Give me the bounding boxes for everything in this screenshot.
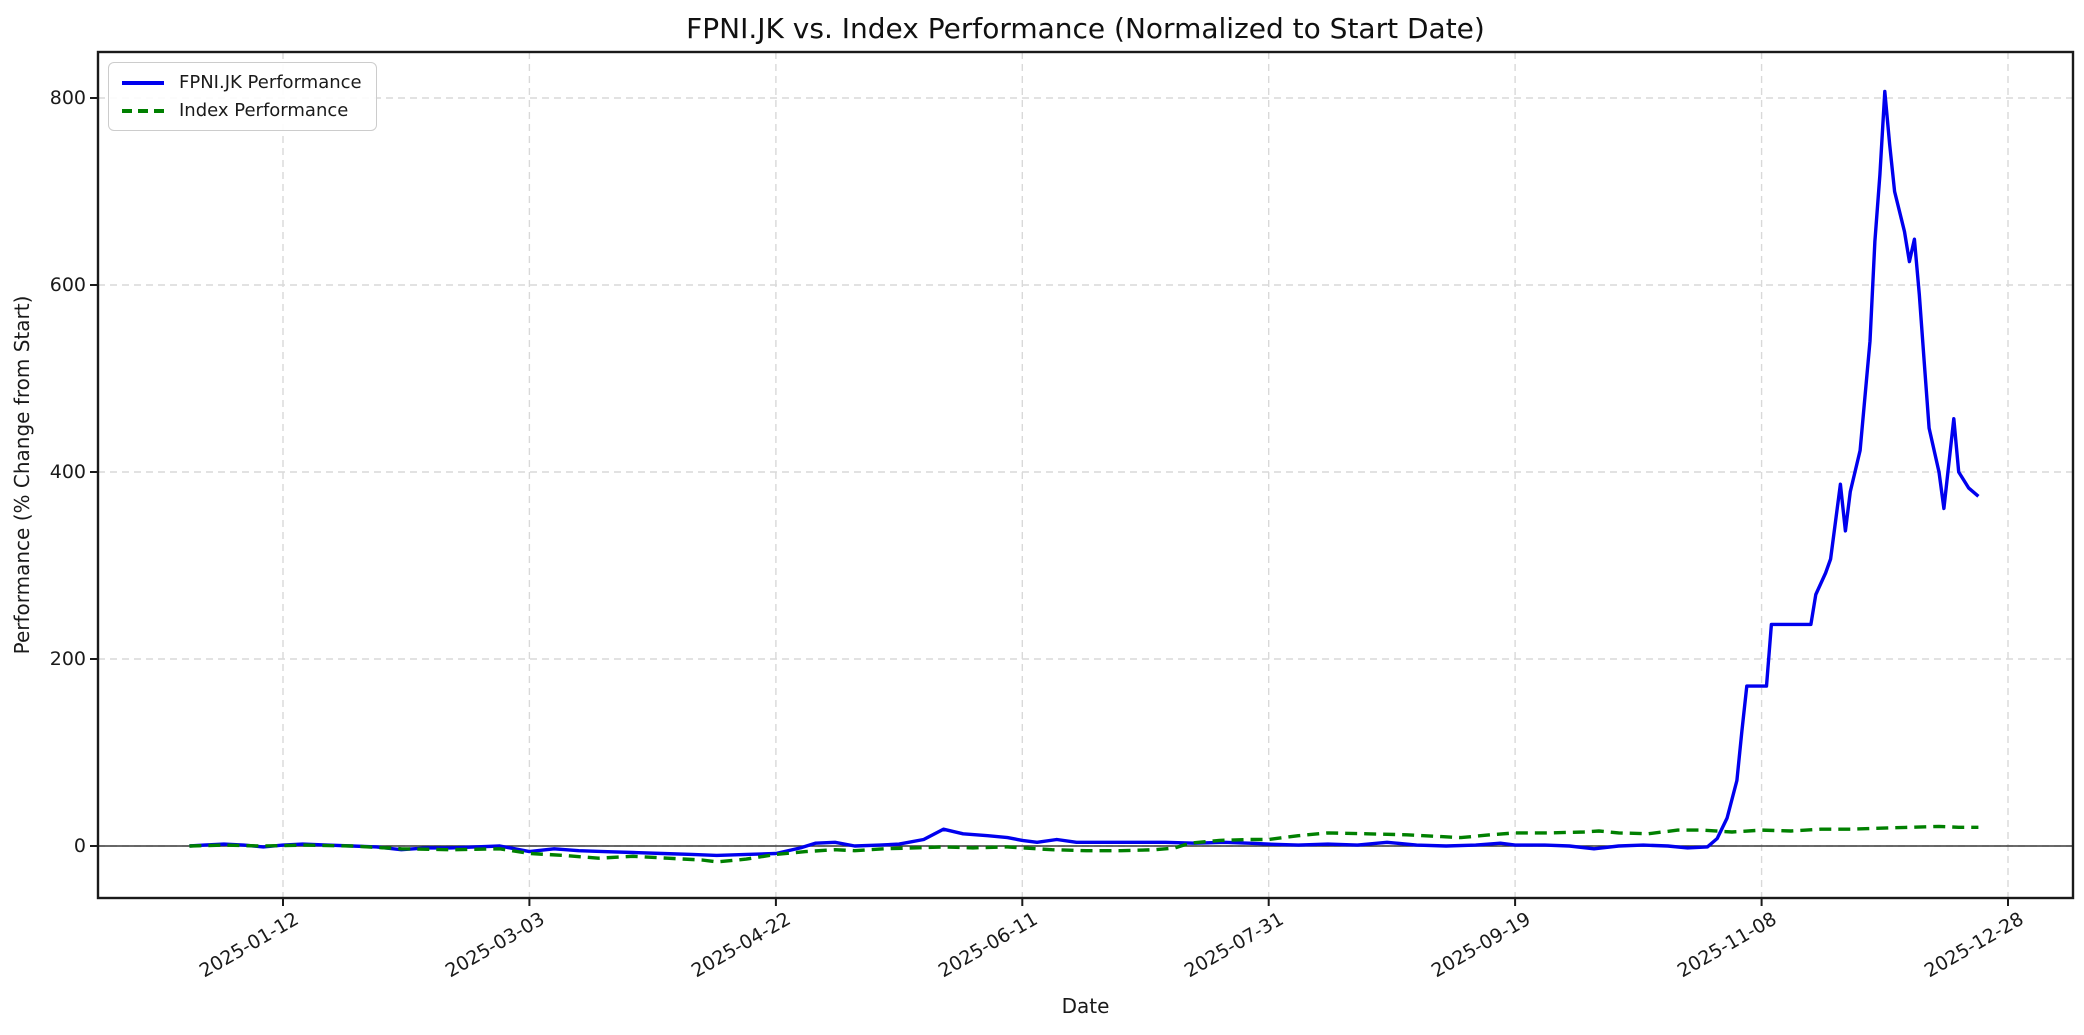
legend-item-index: Index Performance xyxy=(121,100,362,121)
chart-title: FPNI.JK vs. Index Performance (Normalize… xyxy=(686,12,1485,45)
legend-item-fpni: FPNI.JK Performance xyxy=(121,72,362,93)
legend-label-fpni: FPNI.JK Performance xyxy=(179,72,362,93)
y-tick-label: 600 xyxy=(49,274,86,296)
y-tick-label: 0 xyxy=(73,835,86,857)
legend-dashed-line-sample xyxy=(122,108,164,113)
series-line-fpni xyxy=(189,89,1980,858)
series-line-index xyxy=(189,824,1979,864)
y-tick-label: 200 xyxy=(49,648,86,670)
y-tick-label: 800 xyxy=(49,87,86,109)
legend-label-index: Index Performance xyxy=(179,100,349,121)
legend: FPNI.JK Performance Index Performance xyxy=(108,62,377,131)
legend-solid-line-sample xyxy=(122,80,164,85)
y-tick-label: 400 xyxy=(49,461,86,483)
x-axis-label: Date xyxy=(1061,994,1110,1018)
plot-border xyxy=(96,50,2075,900)
